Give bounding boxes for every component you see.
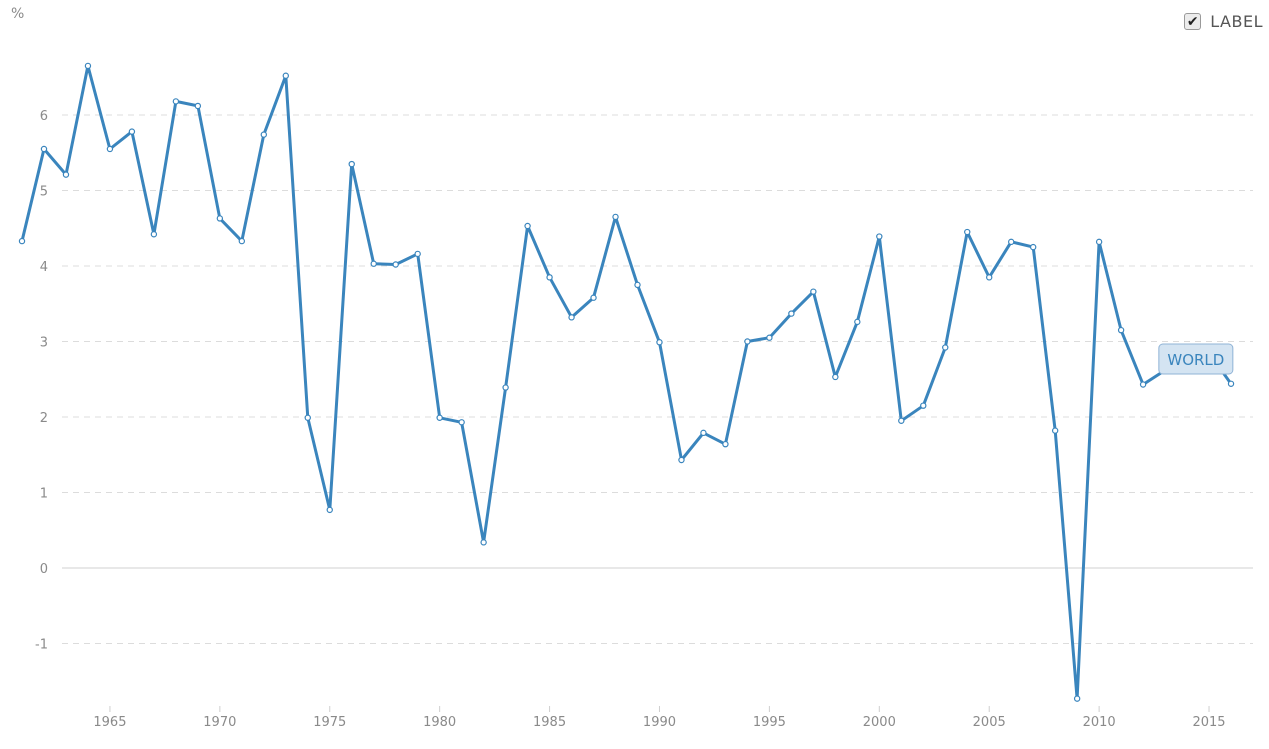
x-tick-label: 1985	[533, 715, 566, 730]
gridlines	[62, 114, 1253, 644]
data-point[interactable]	[480, 539, 487, 546]
data-point[interactable]	[40, 145, 48, 153]
data-point[interactable]	[62, 171, 70, 178]
y-tick-label: 6	[40, 109, 48, 124]
y-tick-label: 5	[40, 185, 48, 200]
data-point[interactable]	[1139, 381, 1147, 388]
x-tick-label: 2005	[973, 715, 1006, 730]
data-point[interactable]	[18, 237, 26, 245]
x-tick-label: 2000	[863, 715, 896, 730]
data-point[interactable]	[546, 274, 553, 281]
data-point[interactable]	[392, 261, 399, 268]
series-tag-box	[1158, 343, 1234, 375]
data-point[interactable]	[942, 344, 949, 351]
data-point[interactable]	[766, 334, 773, 341]
data-point[interactable]	[1095, 238, 1103, 246]
data-point[interactable]	[656, 339, 663, 346]
data-point[interactable]	[304, 414, 311, 421]
data-point[interactable]	[612, 213, 619, 221]
data-point[interactable]	[370, 260, 377, 267]
y-tick-label: 4	[40, 260, 48, 275]
x-tick-label: 2010	[1083, 715, 1116, 730]
data-point[interactable]	[568, 314, 575, 321]
data-point[interactable]	[436, 414, 443, 421]
data-point[interactable]	[854, 318, 861, 326]
y-tick-label: 3	[40, 336, 48, 351]
data-point[interactable]	[106, 145, 114, 153]
x-tick-label: 1975	[313, 715, 346, 730]
data-point[interactable]	[238, 237, 246, 245]
series-name-label: WORLD	[1167, 351, 1224, 369]
data-point[interactable]	[678, 456, 685, 464]
y-unit-label: %	[11, 6, 24, 22]
data-point[interactable]	[282, 72, 289, 79]
data-point[interactable]	[524, 222, 531, 230]
x-axis-ticks: 1965 1970 1975 1980 1985 1990 1995 2000 2005 2010…	[93, 706, 1226, 730]
data-point[interactable]	[590, 294, 597, 301]
data-point[interactable]	[810, 288, 817, 295]
data-point[interactable]	[700, 429, 707, 437]
data-point[interactable]	[722, 440, 729, 448]
data-point[interactable]	[194, 102, 202, 110]
x-tick-label: 1965	[93, 715, 126, 730]
series-world: WORLD	[18, 62, 1235, 702]
data-point[interactable]	[920, 402, 927, 409]
data-point[interactable]	[502, 384, 509, 391]
data-point[interactable]	[260, 131, 268, 138]
data-point[interactable]	[964, 228, 971, 236]
data-point[interactable]	[1007, 238, 1015, 246]
data-point[interactable]	[172, 98, 180, 105]
data-point[interactable]	[788, 310, 795, 317]
label-toggle-text: LABEL	[1210, 12, 1263, 31]
data-point[interactable]	[634, 281, 641, 289]
data-point[interactable]	[876, 233, 883, 240]
x-tick-label: 1995	[753, 715, 786, 730]
y-tick-label: 1	[40, 487, 48, 502]
y-tick-label: 2	[40, 411, 48, 426]
check-icon: ✔	[1186, 13, 1199, 30]
data-point[interactable]	[414, 250, 421, 258]
data-point[interactable]	[986, 274, 993, 281]
data-point[interactable]	[898, 417, 905, 424]
data-point[interactable]	[744, 338, 751, 345]
data-point[interactable]	[1117, 326, 1125, 334]
data-point[interactable]	[1073, 695, 1081, 702]
label-checkbox[interactable]: ✔	[1184, 13, 1202, 30]
data-point[interactable]	[458, 419, 465, 426]
data-point[interactable]	[832, 373, 839, 381]
x-tick-label: 1980	[423, 715, 456, 730]
series-name-tag[interactable]: WORLD	[1158, 343, 1234, 375]
y-tick-label: -1	[35, 638, 48, 653]
data-point[interactable]	[1051, 427, 1059, 434]
x-tick-label: 2015	[1192, 715, 1225, 730]
data-point[interactable]	[326, 506, 333, 514]
data-point[interactable]	[348, 160, 355, 168]
label-toggle[interactable]: ✔ LABEL	[1184, 12, 1263, 31]
x-tick-label: 1970	[203, 715, 236, 730]
y-tick-label: 0	[40, 562, 48, 577]
data-point[interactable]	[150, 231, 158, 238]
data-point[interactable]	[84, 62, 92, 70]
data-point[interactable]	[1029, 243, 1037, 251]
data-point[interactable]	[1227, 380, 1235, 387]
data-point[interactable]	[216, 215, 224, 222]
y-axis-ticks: -1 0 1 2 3 4 5 6	[35, 109, 48, 653]
data-point[interactable]	[128, 128, 136, 135]
series-line	[20, 64, 1233, 701]
x-tick-label: 1990	[643, 715, 676, 730]
